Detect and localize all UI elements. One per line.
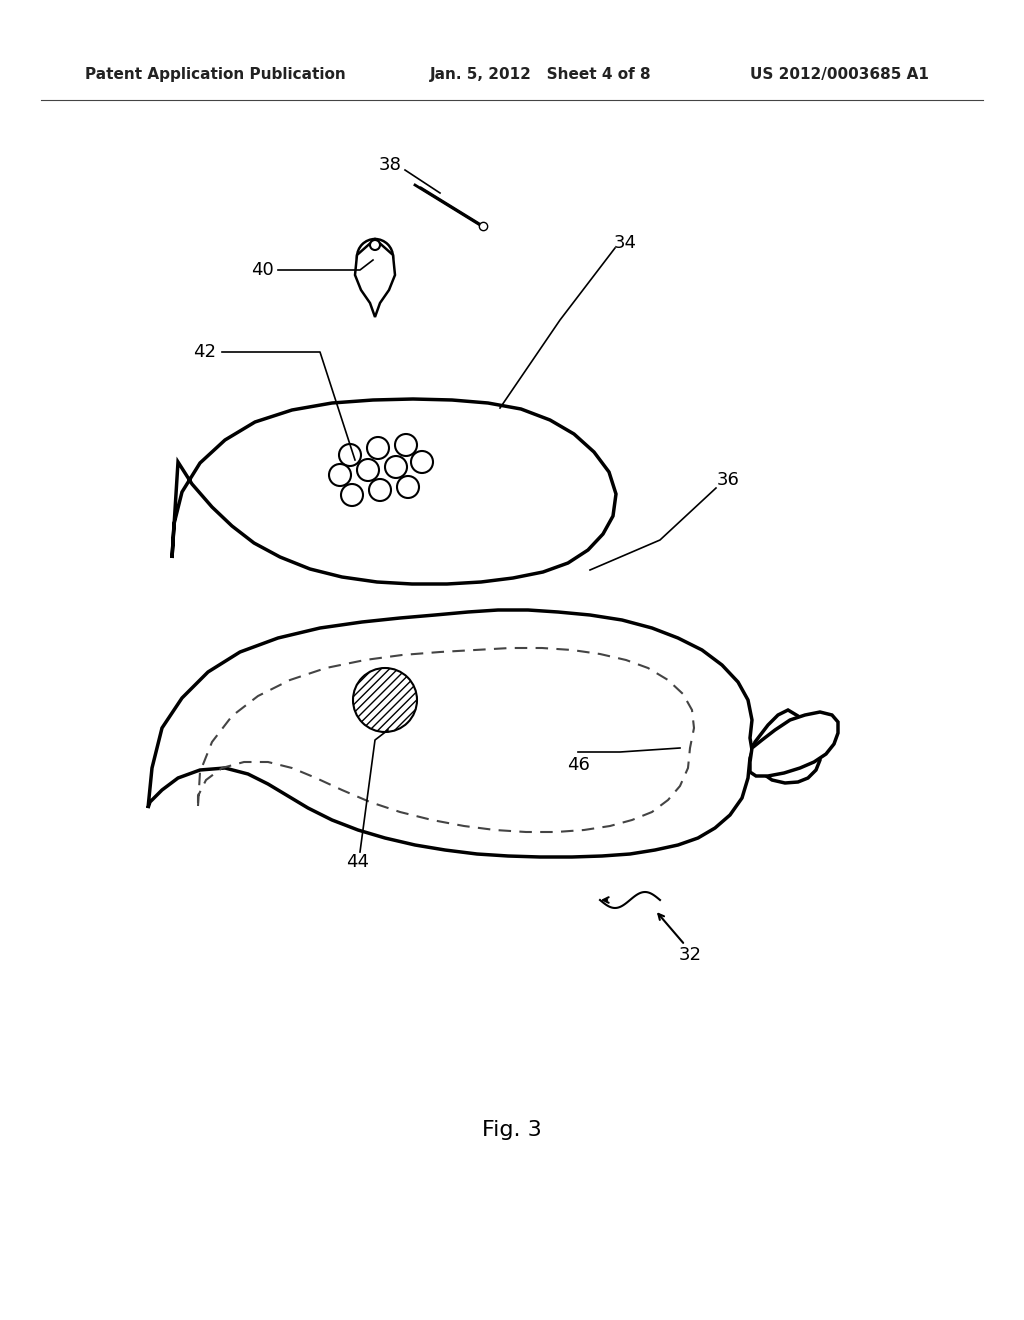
Circle shape xyxy=(370,240,380,249)
Circle shape xyxy=(357,239,393,275)
Circle shape xyxy=(367,437,389,459)
PathPatch shape xyxy=(355,239,395,317)
Text: 40: 40 xyxy=(251,261,273,279)
Circle shape xyxy=(411,451,433,473)
Circle shape xyxy=(369,479,391,502)
Text: 32: 32 xyxy=(679,946,701,964)
Circle shape xyxy=(341,484,362,506)
Circle shape xyxy=(357,459,379,480)
Circle shape xyxy=(353,668,417,733)
Circle shape xyxy=(339,444,361,466)
Circle shape xyxy=(395,434,417,455)
Text: 46: 46 xyxy=(566,756,590,774)
Text: 42: 42 xyxy=(194,343,216,360)
Text: 36: 36 xyxy=(717,471,739,488)
PathPatch shape xyxy=(148,610,820,857)
Text: Fig. 3: Fig. 3 xyxy=(482,1119,542,1140)
Text: 38: 38 xyxy=(379,156,401,174)
Text: Patent Application Publication: Patent Application Publication xyxy=(85,67,346,82)
PathPatch shape xyxy=(750,711,838,776)
PathPatch shape xyxy=(172,399,616,583)
Text: US 2012/0003685 A1: US 2012/0003685 A1 xyxy=(750,67,929,82)
Text: 44: 44 xyxy=(346,853,370,871)
Circle shape xyxy=(385,455,407,478)
Text: Jan. 5, 2012   Sheet 4 of 8: Jan. 5, 2012 Sheet 4 of 8 xyxy=(430,67,651,82)
Circle shape xyxy=(397,477,419,498)
Text: 34: 34 xyxy=(613,234,637,252)
Circle shape xyxy=(329,465,351,486)
